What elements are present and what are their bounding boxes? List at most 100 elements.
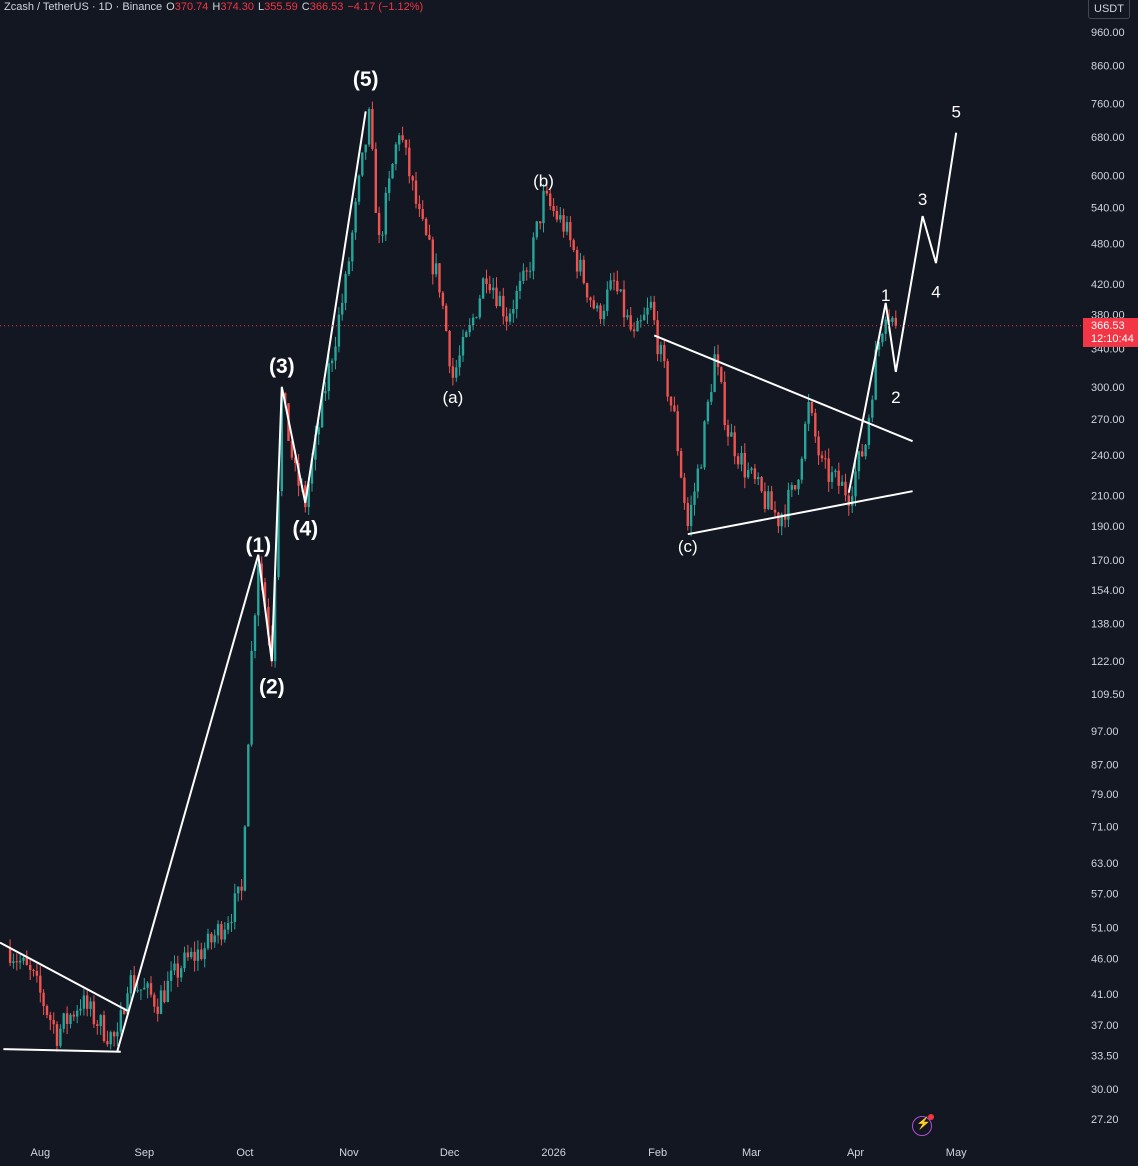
candle-body [706,401,710,422]
candle-body [481,278,485,299]
candle-body [626,315,629,318]
candle-body [616,280,619,292]
x-tick-label: Apr [847,1147,864,1159]
candle-body [69,1014,72,1024]
candle-body [757,477,760,480]
candle-body [32,970,35,971]
candle-body [599,305,602,320]
candle-body [384,192,387,235]
candle-body [196,949,200,961]
candle-body [468,325,471,333]
y-tick-label: 300.00 [1091,382,1125,394]
candle-body [240,886,243,891]
candle-body [498,295,502,307]
x-tick-label: Mar [742,1147,761,1159]
candle-body [183,952,186,969]
candle-body [76,1010,79,1017]
elliott-wave-path [116,111,367,1052]
candle-body [720,367,723,382]
candle-body [330,360,334,364]
current-price-tag: 366.53 12:10:44 [1083,318,1138,347]
low-value: 355.59 [264,1,298,13]
candle-body [294,457,297,464]
candle-body [327,363,330,392]
candle-body [750,468,753,471]
candle-body [388,178,391,193]
candle-body [767,491,770,509]
candle-body [434,263,438,275]
candle-body [230,922,233,924]
candle-body [700,467,703,469]
candle-body [726,425,730,437]
trendline [653,334,913,443]
candle-body [448,331,451,367]
candle-body [609,280,612,290]
candle-body [109,1032,112,1045]
candle-body [478,298,481,318]
candle-body [314,434,317,460]
candle-body [525,270,528,272]
candle-body [659,344,663,355]
candle-body [807,402,810,424]
y-tick-label: 154.00 [1091,585,1125,597]
candle-body [65,1013,69,1024]
candle-body [854,471,857,497]
candle-body [666,361,669,397]
candle-body [804,423,807,459]
low-label: L [257,1,265,13]
symbol-title[interactable]: Zcash / TetherUS · 1D · Binance [4,1,163,13]
candle-body [39,975,42,993]
candle-body [86,995,89,1009]
candle-body [260,563,263,583]
candle-body [830,472,834,482]
lightning-bolt-icon[interactable] [912,1114,934,1136]
candle-body [877,342,881,350]
candle-body [515,291,518,309]
candle-body [461,337,465,356]
candle-body [18,960,22,963]
y-tick-label: 33.50 [1091,1051,1119,1063]
candle-body [220,924,223,940]
wave-label: 3 [918,190,927,209]
candle-body [347,261,351,275]
candle-body [216,924,220,936]
currency-selector[interactable]: USDT [1088,0,1130,19]
candle-body [891,317,894,322]
x-tick-label: Oct [236,1147,253,1159]
candle-body [414,180,418,204]
candle-body [404,139,408,148]
candle-body [307,483,310,508]
candle-body [55,1024,59,1046]
y-tick-label: 420.00 [1091,279,1125,291]
wave-label: (c) [678,537,698,556]
trendline [3,1048,121,1053]
candle-body [49,1014,52,1020]
trendline [0,941,128,1012]
candle-body [361,152,364,176]
candle-body [253,615,257,651]
candle-body [861,451,864,457]
candle-body [371,109,374,149]
candle-body [45,1006,49,1015]
candle-body [398,135,401,145]
candle-body [632,329,636,332]
candle-body [793,485,797,490]
candle-body [562,215,565,232]
candle-body [542,190,545,224]
open-value: 370.74 [174,1,209,13]
price-axis: 960.00 860.00 760.00 680.00 600.00 540.00 480.… [1084,0,1138,1161]
candle-body [710,392,713,402]
candle-body [760,477,763,492]
wave-label: 4 [931,283,940,302]
candle-body [817,436,820,456]
candle-body [575,250,579,272]
candle-body [683,477,686,503]
x-tick-label: Dec [440,1147,460,1159]
wave-labels: (1) (2) (3) (4) (5) (a) (b) (c) 1 2 3 4 5 [245,68,960,698]
annotation-lines [0,111,958,1053]
candle-body [247,744,250,827]
candle-body [730,432,733,437]
x-tick-label: May [946,1147,967,1159]
